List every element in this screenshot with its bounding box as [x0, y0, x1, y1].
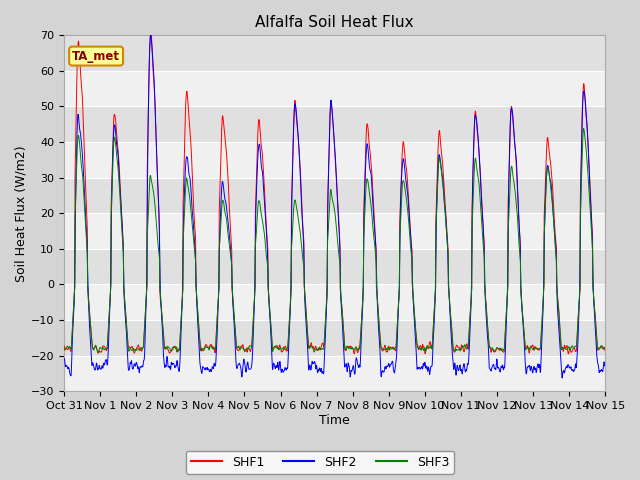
SHF1 — [564, 351, 572, 357]
SHF2 — [211, 363, 219, 369]
SHF2 — [147, 33, 154, 38]
Y-axis label: Soil Heat Flux (W/m2): Soil Heat Flux (W/m2) — [15, 145, 28, 282]
Line: SHF1: SHF1 — [64, 36, 605, 354]
SHF3 — [211, 345, 219, 351]
Line: SHF2: SHF2 — [64, 36, 605, 378]
SHF2 — [60, 355, 68, 361]
SHF1 — [211, 349, 219, 355]
Bar — [64, 249, 605, 284]
SHF2 — [492, 365, 500, 371]
Legend: SHF1, SHF2, SHF3: SHF1, SHF2, SHF3 — [186, 451, 454, 474]
X-axis label: Time: Time — [319, 414, 350, 427]
SHF2 — [602, 361, 609, 367]
Bar — [64, 71, 605, 107]
SHF1 — [554, 295, 561, 300]
SHF1 — [569, 346, 577, 352]
SHF3 — [569, 344, 577, 350]
Text: TA_met: TA_met — [72, 49, 120, 62]
Bar — [64, 320, 605, 356]
SHF3 — [95, 350, 102, 356]
Line: SHF3: SHF3 — [64, 129, 605, 353]
Bar — [64, 284, 605, 320]
SHF1 — [351, 350, 358, 356]
Bar — [64, 213, 605, 249]
SHF2 — [569, 367, 577, 372]
SHF3 — [60, 346, 68, 352]
SHF3 — [602, 345, 609, 351]
SHF1 — [602, 348, 609, 354]
SHF3 — [362, 181, 370, 187]
SHF1 — [362, 132, 370, 138]
SHF2 — [559, 375, 566, 381]
Bar — [64, 356, 605, 391]
Bar — [64, 36, 605, 71]
SHF2 — [362, 151, 370, 157]
Bar — [64, 107, 605, 142]
SHF1 — [147, 33, 154, 38]
SHF1 — [492, 347, 500, 353]
SHF3 — [554, 298, 561, 303]
SHF2 — [351, 370, 358, 376]
Title: Alfalfa Soil Heat Flux: Alfalfa Soil Heat Flux — [255, 15, 414, 30]
Bar — [64, 178, 605, 213]
SHF3 — [580, 126, 588, 132]
SHF2 — [554, 310, 561, 315]
SHF3 — [492, 347, 500, 352]
Bar — [64, 142, 605, 178]
SHF3 — [351, 347, 358, 352]
SHF1 — [60, 343, 68, 348]
